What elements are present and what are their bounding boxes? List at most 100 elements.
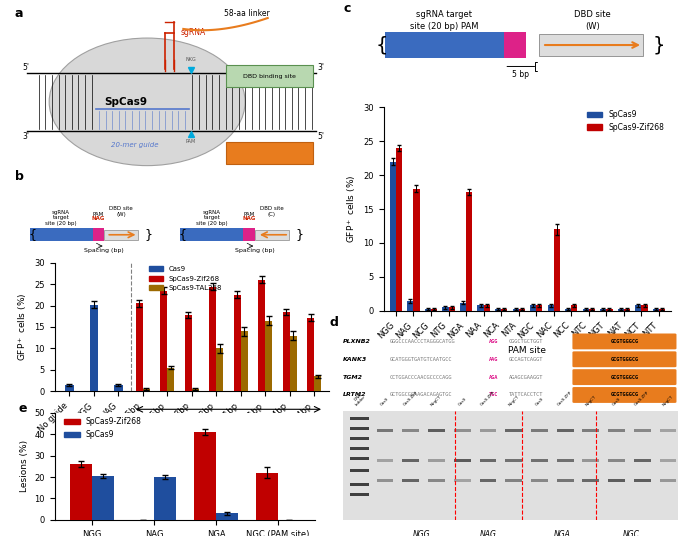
Text: NAG PAM: NAG PAM [219, 420, 253, 429]
Text: a: a [14, 7, 23, 20]
Text: Cas9: Cas9 [380, 397, 390, 407]
Text: site (20 bp) PAM: site (20 bp) PAM [410, 22, 479, 31]
Bar [350, 469, 369, 472]
Bar [160, 291, 167, 391]
Bar [258, 280, 265, 391]
Bar [90, 304, 98, 391]
Text: 3': 3' [22, 132, 29, 141]
Text: PAM: PAM [92, 212, 104, 217]
Bar [290, 336, 297, 391]
Bar [531, 479, 548, 482]
Bar [466, 192, 472, 311]
Bar [396, 148, 402, 311]
Bar [557, 459, 573, 462]
Bar [582, 479, 599, 482]
Bar [65, 385, 73, 391]
Text: DBD binding site: DBD binding site [242, 74, 296, 79]
Text: Spacing (bp): Spacing (bp) [234, 248, 274, 252]
Legend: Cas9, SpCas9-Zif268, SpCas9-TAL268: Cas9, SpCas9-Zif268, SpCas9-TAL268 [146, 264, 225, 294]
Text: DNA
ladder: DNA ladder [351, 391, 367, 407]
Text: (W): (W) [585, 22, 600, 31]
Bar [192, 389, 199, 391]
Bar [618, 309, 624, 311]
FancyBboxPatch shape [573, 352, 677, 367]
Text: GCTGGCGGAAGACAGAGTGC: GCTGGCGGAAGACAGAGTGC [390, 392, 452, 398]
Bar [92, 228, 104, 241]
Bar [477, 306, 484, 311]
Bar [479, 459, 497, 462]
Text: PLXNB2: PLXNB2 [342, 339, 371, 344]
Bar [225, 142, 313, 164]
Bar [504, 32, 526, 58]
Bar [216, 513, 238, 520]
Bar [608, 459, 625, 462]
Text: TGC: TGC [488, 392, 498, 398]
Text: NGG: NGG [412, 530, 430, 536]
Text: AAG: AAG [488, 357, 498, 362]
Bar [314, 376, 321, 391]
Bar [495, 309, 501, 311]
FancyBboxPatch shape [573, 387, 677, 403]
Bar [428, 429, 445, 432]
Text: Cas9-ZFP: Cas9-ZFP [479, 390, 496, 407]
FancyBboxPatch shape [573, 333, 677, 349]
Bar [425, 309, 431, 311]
Bar [414, 189, 419, 311]
Bar [210, 287, 216, 391]
Bar [308, 317, 314, 391]
Bar [377, 479, 393, 482]
Text: NAG: NAG [242, 217, 256, 221]
Bar [600, 309, 606, 311]
Text: NGC: NGC [623, 530, 640, 536]
Bar [185, 315, 192, 391]
Bar [342, 411, 678, 520]
Text: NGA: NGA [554, 530, 571, 536]
Text: DBD site
(C): DBD site (C) [260, 206, 284, 217]
Bar [479, 429, 497, 432]
Bar [565, 309, 571, 311]
Bar [571, 306, 577, 311]
Text: GCGTGGGCG: GCGTGGGCG [610, 375, 638, 379]
Bar [641, 306, 647, 311]
Bar [454, 459, 471, 462]
Bar [195, 432, 216, 520]
Bar [92, 476, 114, 520]
Text: AGG: AGG [488, 339, 498, 344]
Text: GCGTGGGCG: GCGTGGGCG [610, 339, 638, 344]
Text: e: e [18, 402, 27, 415]
Bar [243, 228, 255, 241]
Bar [265, 321, 272, 391]
Bar [582, 459, 599, 462]
Bar [624, 309, 630, 311]
Bar [390, 161, 396, 311]
Text: }: } [145, 228, 153, 241]
Bar [408, 301, 414, 311]
Text: PAM: PAM [243, 212, 255, 217]
Text: NKG: NKG [186, 57, 196, 62]
Bar [660, 429, 677, 432]
Text: GCATGGGTGATGTCAATGCC: GCATGGGTGATGTCAATGCC [390, 357, 452, 362]
Text: NegCT: NegCT [585, 394, 597, 407]
Bar [634, 479, 651, 482]
Bar [180, 228, 243, 241]
Y-axis label: Lesions (%): Lesions (%) [20, 440, 29, 493]
Text: 20-mer guide: 20-mer guide [112, 143, 159, 148]
Text: TATTCACCTCT: TATTCACCTCT [509, 392, 543, 398]
Bar [660, 479, 677, 482]
Bar [350, 427, 369, 430]
Bar [506, 459, 522, 462]
Bar [234, 295, 240, 391]
Text: sgRNA target: sgRNA target [416, 10, 473, 19]
Text: Cas9: Cas9 [534, 397, 545, 407]
Text: c: c [344, 2, 351, 15]
Bar [136, 303, 143, 391]
Bar [225, 65, 313, 87]
Text: SpCas9: SpCas9 [105, 97, 147, 107]
Bar [530, 306, 536, 311]
Bar [350, 482, 369, 486]
Bar [167, 368, 174, 391]
Text: 5 bp: 5 bp [512, 70, 529, 79]
Bar [512, 309, 519, 311]
Y-axis label: GFP$^+$ cells (%): GFP$^+$ cells (%) [345, 175, 358, 243]
Bar [449, 308, 455, 311]
